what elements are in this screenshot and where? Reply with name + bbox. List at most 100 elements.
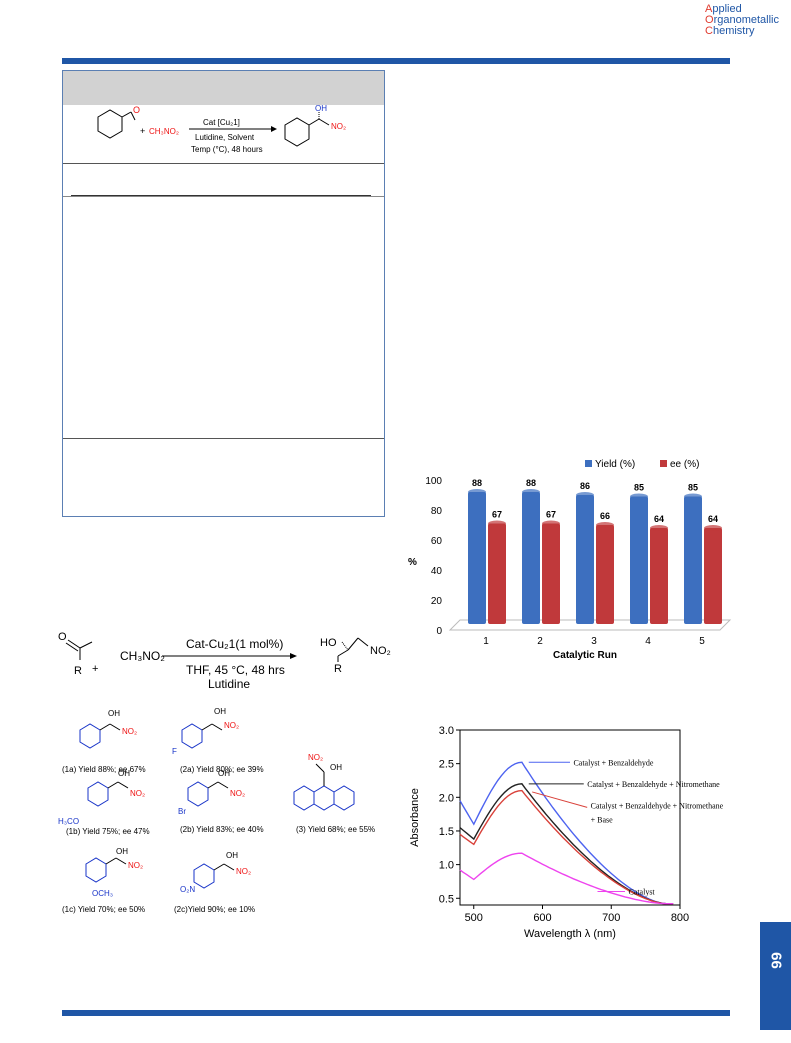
product-1b-label: (1b) Yield 75%; ee 47% [66,827,150,836]
annotation-3: Catalyst [628,888,655,897]
product-3-label: (3) Yield 68%; ee 55% [296,825,375,834]
series-line-0 [459,761,674,905]
bar-cap-0-2 [522,489,540,495]
bar-yield-1 [468,492,486,624]
x-tick-5: 5 [699,636,705,647]
svg-text:NO₂: NO₂ [128,861,143,870]
product-2b-label: (2b) Yield 83%; ee 40% [180,825,264,834]
x-tick-600: 600 [533,912,551,924]
data-label-1-2: 67 [546,510,556,520]
bar-ee-2 [542,523,560,624]
bar-cap-0-3 [576,492,594,498]
y-tick-2.5: 2.5 [439,759,454,771]
x-tick-800: 800 [671,912,689,924]
data-label-1-1: 67 [492,510,502,520]
scheme-base: Lutidine [208,677,250,691]
svg-text:NO₂: NO₂ [224,721,239,730]
svg-text:OH: OH [330,763,342,772]
y-tick-3.0: 3.0 [439,725,454,737]
scheme-catalyst: Cat-Cu₂1(1 mol%) [186,637,283,651]
table-box: O + CH₃NO₂ Cat [Cu₂1] Lutidine, Solvent … [62,70,385,517]
x-tick-700: 700 [602,912,620,924]
series-line-3 [459,852,674,905]
legend-label-1: ee (%) [670,459,699,470]
y-tick-1.0: 1.0 [439,860,454,872]
scheme-product-r: R [334,663,342,675]
journal-logo: Applied Organometallic Chemistry [705,3,779,37]
svg-text:OH: OH [218,769,230,778]
product-2a: OH NO₂ F (2a) Yield 80%; ee 39% [172,707,264,774]
svg-text:OH: OH [214,707,226,716]
svg-text:O₂N: O₂N [180,885,195,894]
legend-swatch-0 [585,460,592,467]
reagent-label: CH₃NO₂ [149,127,179,136]
product-2b: OH NO₂ Br (2b) Yield 83%; ee 40% [178,769,264,834]
scheme-conditions: THF, 45 °C, 48 hrs [186,663,285,677]
svg-text:NO₂: NO₂ [230,789,245,798]
data-label-0-1: 88 [472,478,482,488]
table-header-band [63,71,384,105]
svg-text:NO₂: NO₂ [236,867,251,876]
svg-text:OH: OH [108,709,120,718]
svg-text:NO₂: NO₂ [130,789,145,798]
y-tick-40: 40 [431,566,443,577]
bar-cap-1-3 [596,522,614,528]
product-1a-label: (1a) Yield 88%; ee 67% [62,765,146,774]
bar-cap-1-1 [488,520,506,527]
bar-ee-4 [650,528,668,624]
legend-label-0: Yield (%) [595,459,635,470]
top-rule [62,58,730,64]
y-tick-1.5: 1.5 [439,826,454,838]
annotation-2: Catalyst + Benzaldehyde + Nitromethane [591,801,724,810]
product-1c: OH NO₂ OCH₃ (1c) Yield 70%; ee 50% [62,847,145,914]
svg-text:OH: OH [226,851,238,860]
plot-frame [459,729,681,906]
annotation-base: + Base [591,815,614,824]
series-line-2 [459,789,674,905]
scheme-product-no2: NO₂ [370,645,391,657]
x-axis-label: Wavelength λ (nm) [524,928,616,940]
bar-cap-1-5 [704,525,722,531]
bar-cap-0-1 [468,489,486,495]
table-rule-3 [63,196,384,197]
data-label-1-3: 66 [600,511,610,521]
y-axis-label: % [408,557,417,568]
y-tick-0: 0 [436,626,442,637]
data-label-1-5: 64 [708,514,718,524]
y-tick-80: 80 [431,506,443,517]
bar-yield-5 [684,496,702,624]
product-2a-label: (2a) Yield 80%; ee 39% [180,765,264,774]
data-label-0-2: 88 [526,478,536,488]
page-number: 66 [767,952,785,969]
product-1b: OH NO₂ H₃CO (1b) Yield 75%; ee 47% [58,769,150,836]
bar-yield-2 [522,492,540,624]
annotation-arrow-2 [532,791,588,808]
table-rule-4 [63,438,384,439]
bar-ee-3 [596,525,614,624]
svg-text:F: F [172,747,177,756]
conditions-2: Temp (°C), 48 hours [191,145,263,154]
annotation-0: Catalyst + Benzaldehyde [573,758,653,767]
aldehyde-o: O [133,105,140,115]
data-label-0-4: 85 [634,483,644,493]
y-tick-0.5: 0.5 [439,893,454,905]
page-tab [760,922,791,1030]
y-tick-60: 60 [431,536,443,547]
scheme-plus: + [92,663,98,675]
scheme-product-ho: HO [320,637,337,649]
x-tick-4: 4 [645,636,651,647]
y-tick-2.0: 2.0 [439,792,454,804]
bar-cap-0-4 [630,493,648,500]
product-1a: OH NO₂ (1a) Yield 88%; ee 67% [62,709,146,774]
reactant-r: R [74,665,82,677]
svg-text:OH: OH [118,769,130,778]
y-tick-20: 20 [431,596,443,607]
bar-cap-0-5 [684,493,702,500]
table-rule-1 [63,163,384,164]
bar-cap-1-2 [542,520,560,527]
bar-yield-3 [576,495,594,624]
plus-sign: + [140,126,145,136]
y-axis-label: Absorbance [409,788,421,847]
product-1c-label: (1c) Yield 70%; ee 50% [62,905,145,914]
svg-text:NO₂: NO₂ [122,727,137,736]
